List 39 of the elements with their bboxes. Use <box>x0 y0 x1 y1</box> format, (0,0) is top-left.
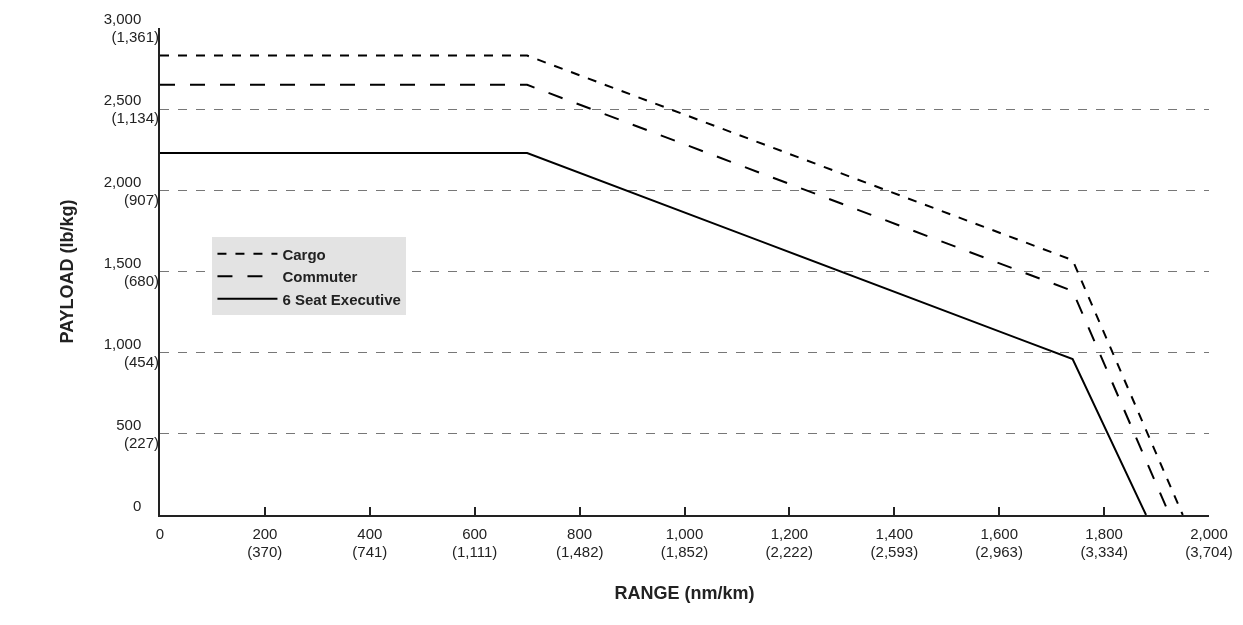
legend-label: Cargo <box>282 245 326 263</box>
legend-label: Commuter <box>282 268 358 286</box>
y-tick-label: 1,000 <box>103 334 142 352</box>
y2-tick-label: (1,134) <box>111 109 159 127</box>
x-tick-label: 2,000 <box>1190 525 1228 542</box>
x2-tick-label: (370) <box>247 543 283 560</box>
x2-tick-label: (1,482) <box>555 543 604 560</box>
x-axis-title: RANGE (nm/km) <box>614 582 755 603</box>
legend-label: 6 Seat Executive <box>282 290 401 308</box>
y-tick-label: 3,000 <box>103 10 142 28</box>
y-tick-label: 1,500 <box>103 253 142 271</box>
y2-tick-label: (454) <box>123 352 159 370</box>
x-tick-label: 1,800 <box>1085 525 1123 542</box>
x2-tick-label: (1,111) <box>451 543 498 560</box>
x-tick-label: 800 <box>567 525 593 542</box>
x2-tick-label: (2,222) <box>765 543 814 560</box>
y2-tick-label: (907) <box>123 190 159 208</box>
y-tick-label: 2,500 <box>103 91 142 109</box>
x2-tick-label: (2,963) <box>975 543 1023 560</box>
y2-tick-label: (680) <box>123 271 159 289</box>
x-tick-label: 400 <box>357 525 383 542</box>
x-tick-label: 1,200 <box>770 525 809 542</box>
x-tick-label: 200 <box>252 525 278 542</box>
y-tick-label: 2,000 <box>103 172 142 190</box>
y2-tick-label: (227) <box>123 434 159 452</box>
x2-tick-label: (2,593) <box>870 543 919 560</box>
x2-tick-label: (741) <box>352 543 388 560</box>
y-tick-label: 500 <box>116 416 142 434</box>
x-tick-label: 0 <box>155 525 165 542</box>
x2-tick-label: (1,852) <box>660 543 709 560</box>
x-tick-label: 1,600 <box>980 525 1018 542</box>
y-tick-label: 0 <box>132 497 142 515</box>
x-tick-label: 1,000 <box>665 525 704 542</box>
x2-tick-label: (3,334) <box>1080 543 1128 560</box>
x2-tick-label: (3,704) <box>1185 543 1233 560</box>
y-axis-title: PAYLOAD (lb/kg) <box>57 199 78 344</box>
y2-tick-label: (1,361) <box>111 28 159 46</box>
x-tick-label: 600 <box>462 525 488 542</box>
x-tick-label: 1,400 <box>875 525 914 542</box>
